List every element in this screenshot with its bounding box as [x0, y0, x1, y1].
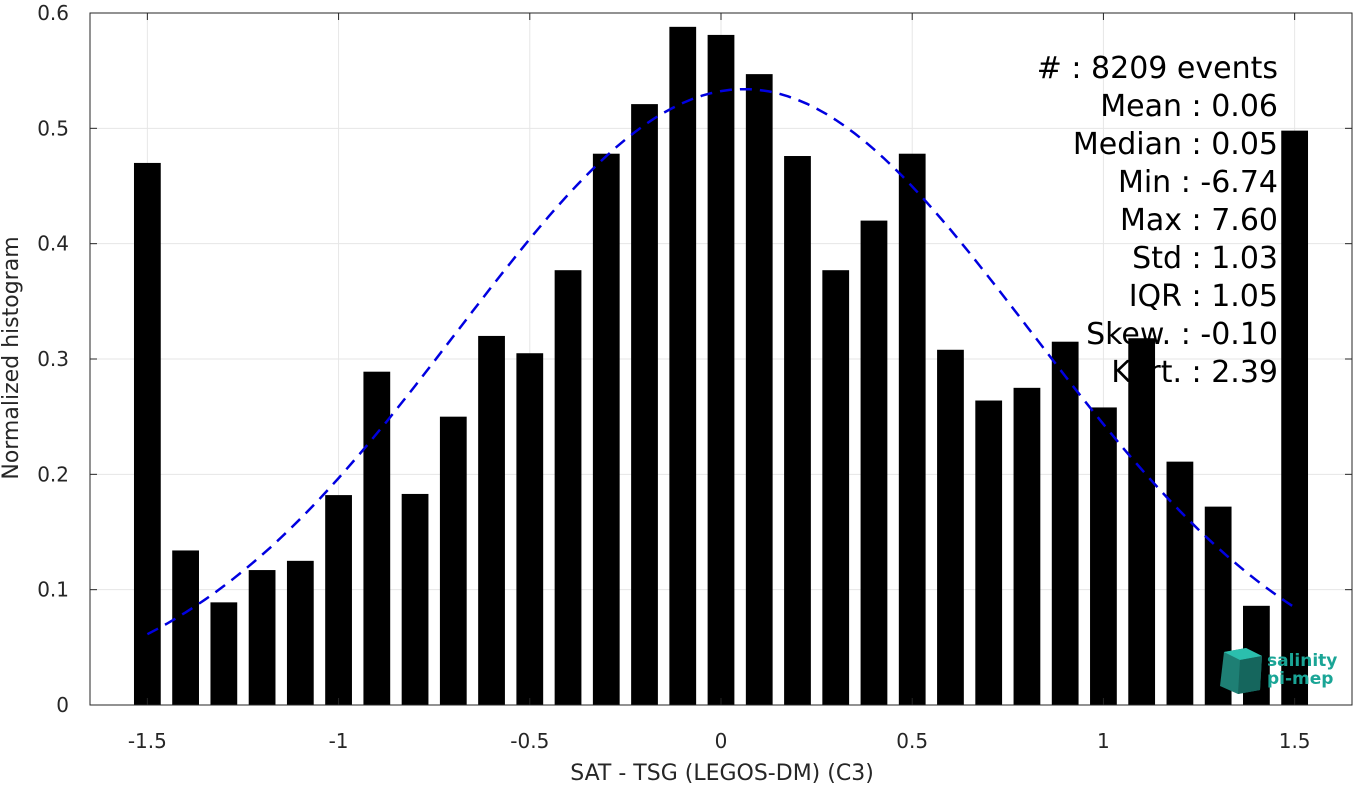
- x-tick-label: 1: [1097, 729, 1110, 753]
- x-tick-label: 0.5: [896, 729, 928, 753]
- y-tick-label: 0.2: [37, 462, 69, 486]
- histogram-bar: [1281, 130, 1309, 705]
- logo-mark-icon: [1220, 648, 1262, 694]
- histogram-bar: [286, 560, 314, 705]
- histogram-bar: [1128, 338, 1156, 705]
- histogram-bar: [401, 493, 429, 705]
- y-axis-label: Normalized histogram: [0, 236, 24, 479]
- salinity-pimep-logo: salinity pi-mep: [1220, 648, 1337, 694]
- histogram-bar: [363, 371, 391, 705]
- histogram-bar: [975, 400, 1003, 705]
- stat-line: Kurt. : 2.39: [1111, 355, 1278, 390]
- histogram-bar: [860, 220, 888, 705]
- histogram-bar: [325, 495, 352, 705]
- histogram-bar: [937, 349, 964, 705]
- histogram-bars: [133, 26, 1309, 706]
- histogram-bar: [248, 570, 276, 705]
- gaussian-fit-curve: [146, 87, 1296, 636]
- stat-line: IQR : 1.05: [1129, 279, 1278, 314]
- stat-line: Median : 0.05: [1073, 127, 1278, 162]
- y-tick-label: 0.5: [37, 116, 69, 140]
- histogram-bar: [707, 34, 735, 706]
- y-tick-label: 0: [56, 693, 69, 717]
- y-tick-label: 0.3: [37, 347, 69, 371]
- histogram-bar: [669, 26, 697, 705]
- x-tick-label: 0: [715, 729, 728, 753]
- x-axis-label: SAT - TSG (LEGOS-DM) (C3): [570, 761, 874, 785]
- axis-ticks: [90, 12, 1352, 706]
- histogram-bar: [784, 156, 811, 706]
- histogram-bar: [439, 416, 467, 705]
- x-tick-label: -0.5: [510, 729, 549, 753]
- logo-text-line2: pi-mep: [1267, 669, 1333, 689]
- stat-line: # : 8209 events: [1037, 51, 1278, 86]
- histogram-bar: [822, 270, 850, 705]
- x-tick-label: -1: [329, 729, 349, 753]
- histogram-bar: [631, 104, 658, 705]
- stat-line: Min : -6.74: [1118, 165, 1278, 200]
- y-tick-label: 0.6: [37, 1, 69, 25]
- histogram-bar: [478, 335, 505, 705]
- histogram-bar: [133, 162, 161, 705]
- y-tick-label: 0.4: [37, 232, 69, 256]
- histogram-bar: [745, 74, 773, 706]
- stat-line: Skew. : -0.10: [1086, 317, 1278, 352]
- stat-line: Max : 7.60: [1120, 203, 1278, 238]
- histogram-bar: [1013, 387, 1041, 705]
- histogram-bar: [210, 602, 238, 705]
- x-tick-labels: -1.5 -1 -0.5 0 0.5 1 1.5: [128, 729, 1311, 753]
- histogram-bar: [592, 153, 620, 705]
- stat-line: Mean : 0.06: [1100, 89, 1278, 124]
- x-tick-label: 1.5: [1279, 729, 1311, 753]
- histogram-bar: [516, 353, 544, 705]
- stat-line: Std : 1.03: [1132, 241, 1278, 276]
- histogram-bar: [1166, 461, 1194, 705]
- histogram-bar: [172, 550, 199, 705]
- x-tick-label: -1.5: [128, 729, 167, 753]
- histogram-bar: [898, 153, 926, 705]
- histogram-bar: [1090, 407, 1117, 705]
- y-tick-label: 0.1: [37, 578, 69, 602]
- logo-text-line1: salinity: [1267, 651, 1337, 671]
- y-tick-labels: 0 0.1 0.2 0.3 0.4 0.5 0.6: [37, 1, 69, 717]
- histogram-bar: [1051, 341, 1079, 705]
- histogram-bar: [554, 270, 582, 705]
